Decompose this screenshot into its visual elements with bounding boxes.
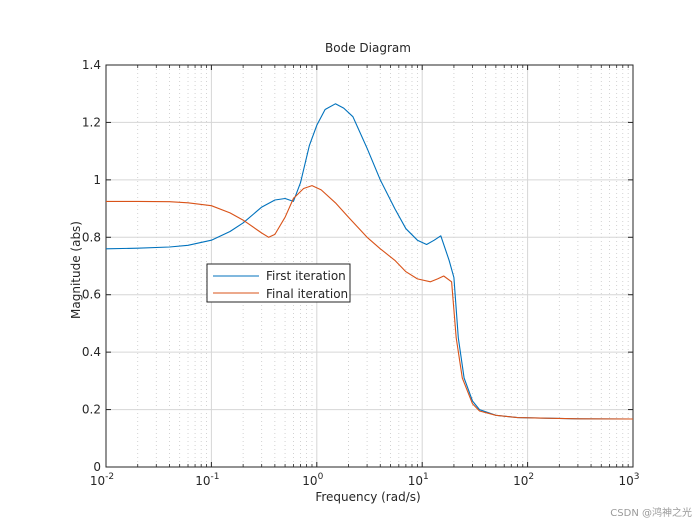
y-tick-label: 0.8 (82, 230, 101, 244)
watermark: CSDN @鸿神之光 (610, 508, 692, 519)
y-tick-label: 0.2 (82, 403, 101, 417)
legend-label-final-iteration: Final iteration (266, 287, 348, 301)
x-tick-label: 10-2 (90, 472, 114, 488)
chart-title: Bode Diagram (325, 41, 411, 55)
plot-area-frame (105, 64, 634, 468)
series-line-first-iteration (105, 103, 634, 420)
y-tick-label: 1.4 (82, 58, 101, 72)
x-tick-label: 101 (408, 472, 429, 488)
series-line-final-iteration (106, 185, 634, 420)
series-lines (105, 103, 634, 420)
y-tick-label: 1 (93, 173, 101, 187)
y-tick-label: 1.2 (82, 115, 101, 129)
x-tick-label: 103 (618, 472, 639, 488)
y-tick-label: 0 (93, 460, 101, 474)
axis-ticks: 10-2 10-1 100 101 102 103 0 0.2 0.4 0.6 0.8 1 1.2 1.4 (82, 58, 640, 488)
x-tick-label: 10-1 (195, 472, 219, 488)
x-tick-label: 100 (302, 472, 323, 488)
y-tick-label: 0.4 (82, 345, 101, 359)
x-tick-label: 102 (513, 472, 534, 488)
legend: First iteration Final iteration (206, 263, 351, 303)
x-axis-label: Frequency (rad/s) (315, 490, 420, 504)
legend-box (206, 263, 351, 303)
grid (105, 64, 634, 468)
y-axis-label: Magnitude (abs) (69, 221, 83, 319)
legend-label-first-iteration: First iteration (266, 269, 346, 283)
y-tick-label: 0.6 (82, 288, 101, 302)
